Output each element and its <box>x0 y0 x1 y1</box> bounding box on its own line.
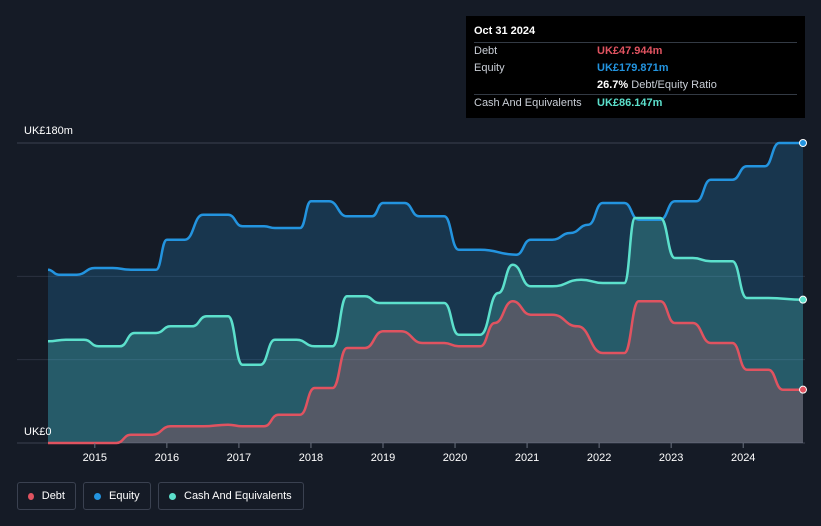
tooltip-ratio-suffix: Debt/Equity Ratio <box>631 79 717 91</box>
x-tick-label: 2019 <box>371 452 395 464</box>
tooltip-label: Equity <box>474 62 505 74</box>
equity-end-point <box>799 139 807 147</box>
tooltip-value: UK£179.871m <box>597 62 669 74</box>
debt-area <box>48 301 803 443</box>
legend-dot-icon <box>28 492 34 500</box>
tooltip-row-debt: Debt UK£47.944m <box>474 42 797 60</box>
legend-item-cash[interactable]: Cash And Equivalents <box>158 482 304 510</box>
cash-and-equivalents-area <box>48 218 803 443</box>
x-tick-label: 2016 <box>155 452 179 464</box>
data-tooltip: Oct 31 2024 Debt UK£47.944m Equity UK£17… <box>466 16 805 118</box>
debt-line <box>48 300 803 445</box>
tooltip-row-cash: Cash And Equivalents UK£86.147m <box>474 94 797 112</box>
cash-and-equivalents-end-point <box>799 295 807 304</box>
x-tick-label: 2022 <box>587 452 611 464</box>
legend-label: Debt <box>41 490 65 502</box>
x-tick-label: 2021 <box>515 452 539 464</box>
x-tick-label: 2020 <box>443 452 467 464</box>
tooltip-row-ratio: 26.7% Debt/Equity Ratio <box>474 77 797 94</box>
tooltip-label: Debt <box>474 45 498 57</box>
legend-item-equity[interactable]: Equity <box>83 482 151 510</box>
tooltip-date: Oct 31 2024 <box>474 25 536 37</box>
x-tick-label: 2018 <box>299 452 323 464</box>
x-tick-label: 2024 <box>731 452 755 464</box>
legend-item-debt[interactable]: Debt <box>17 482 76 510</box>
tooltip-row-equity: Equity UK£179.871m <box>474 60 797 77</box>
debt-end-point <box>799 385 807 394</box>
tooltip-label: Cash And Equivalents <box>474 97 582 109</box>
tooltip-value: UK£86.147m <box>597 97 663 109</box>
legend-dot-icon <box>169 492 176 500</box>
x-tick-label: 2023 <box>659 452 683 464</box>
legend-label: Equity <box>109 490 140 502</box>
legend-dot-icon <box>94 492 101 500</box>
y-axis-bottom-label: UK£0 <box>24 426 52 438</box>
legend-label: Cash And Equivalents <box>184 490 292 502</box>
tooltip-value: UK£47.944m <box>597 45 663 57</box>
x-tick-label: 2015 <box>83 452 107 464</box>
equity-line <box>47 141 803 276</box>
equity-area <box>48 143 803 443</box>
tooltip-ratio: 26.7% Debt/Equity Ratio <box>597 77 717 94</box>
tooltip-ratio-value: 26.7% <box>597 79 629 91</box>
y-axis-top-label: UK£180m <box>24 125 73 137</box>
cash-and-equivalents-line <box>47 216 804 366</box>
x-tick-label: 2017 <box>227 452 251 464</box>
